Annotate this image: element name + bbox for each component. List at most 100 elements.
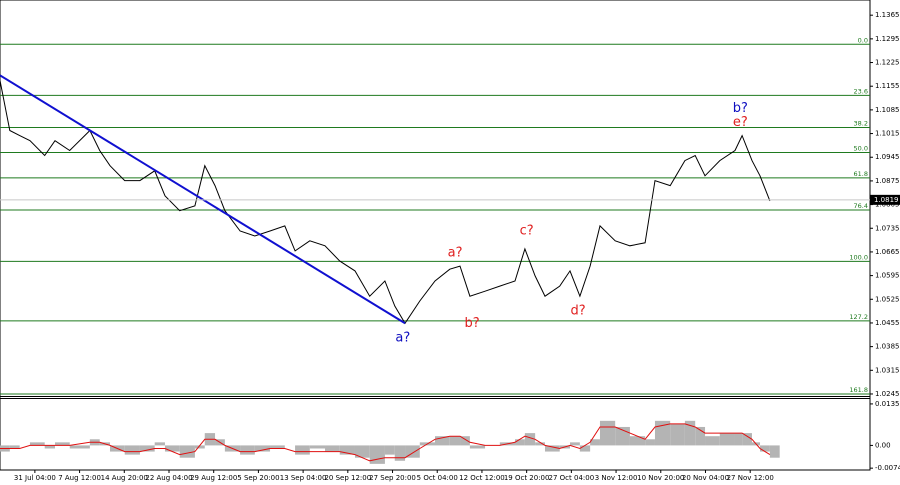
signal-line	[0, 423, 771, 462]
wave-label: d?	[570, 304, 585, 319]
last-price-box	[870, 194, 900, 205]
histogram-bar	[384, 445, 395, 455]
fib-label: 50.0	[854, 144, 868, 152]
x-tick-label: 31 Jul 04:00	[14, 474, 56, 482]
x-tick-label: 10 Nov 20:00	[637, 474, 684, 482]
histogram-bar	[435, 436, 450, 446]
last-price-label: 1.0819	[874, 196, 899, 204]
x-tick-label: 27 Sep 20:00	[369, 474, 416, 482]
y-tick-label: 1.0245	[875, 390, 900, 398]
x-tick-label: 5 Sep 20:00	[237, 474, 279, 482]
wave-label: b?	[465, 316, 480, 331]
histogram-bar	[405, 445, 420, 458]
y-tick-label: 1.1085	[875, 106, 900, 114]
price-line	[0, 80, 771, 325]
plot-frame	[0, 0, 871, 471]
histogram-bar	[684, 420, 696, 446]
fib-label: 23.6	[854, 87, 868, 95]
y-tick-label: 1.1155	[875, 82, 900, 90]
histogram-bar	[719, 433, 735, 446]
y-tick-label: 1.0735	[875, 224, 900, 232]
histogram-bar	[515, 439, 525, 446]
x-tick-label: 7 Aug 12:00	[58, 474, 101, 482]
histogram-bar	[270, 445, 285, 449]
y-tick-label: -0.0074	[875, 464, 900, 472]
histogram-bar	[394, 445, 406, 461]
fib-label: 127.2	[849, 313, 868, 321]
histogram-bar	[695, 426, 706, 446]
fib-label: 76.4	[854, 202, 868, 210]
x-tick-label: 5 Oct 04:00	[417, 474, 458, 482]
histogram-bar	[194, 445, 205, 449]
histogram-bar	[254, 445, 271, 452]
histogram-bar	[590, 439, 600, 446]
histogram-bar	[535, 442, 545, 446]
x-tick-label: 27 Oct 04:00	[549, 474, 595, 482]
histogram-bar	[240, 445, 255, 455]
x-tick-label: 20 Nov 04:00	[682, 474, 729, 482]
y-tick-label: 1.0595	[875, 272, 900, 280]
x-tick-label: 19 Oct 20:00	[504, 474, 550, 482]
y-tick-label: 0.0135	[875, 400, 900, 408]
histogram-bar	[164, 445, 180, 452]
fib-label: 161.8	[849, 386, 868, 394]
histogram-bar	[339, 445, 355, 455]
x-tick-label: 12 Oct 12:00	[459, 474, 505, 482]
histogram-bar	[570, 442, 580, 446]
y-tick-label: 1.0875	[875, 177, 900, 185]
x-tick-label: 13 Sep 04:00	[280, 474, 327, 482]
histogram-bar	[469, 445, 486, 449]
histogram-bar	[734, 433, 743, 446]
histogram-bar	[44, 445, 55, 449]
histogram-bar	[449, 436, 461, 446]
histogram-bar	[769, 445, 780, 458]
histogram-bar	[309, 445, 326, 449]
wave-label: e?	[733, 115, 748, 130]
y-tick-label: 1.0525	[875, 295, 900, 303]
fib-label: 61.8	[854, 170, 868, 178]
wave-label: b?	[733, 101, 748, 116]
histogram-bar	[69, 445, 90, 449]
y-tick-label: 1.0665	[875, 248, 900, 256]
histogram-bar	[645, 439, 655, 446]
y-tick-label: 1.1365	[875, 11, 900, 19]
x-tick-label: 27 Nov 12:00	[727, 474, 774, 482]
histogram-bar	[544, 445, 560, 452]
y-tick-label: 1.1015	[875, 130, 900, 138]
histogram-bar	[460, 436, 470, 446]
y-tick-label: 1.0315	[875, 366, 900, 374]
histogram-bar	[354, 445, 370, 458]
y-tick-label: 1.1225	[875, 59, 900, 67]
y-tick-label: 1.0455	[875, 319, 900, 327]
histogram-bar	[654, 420, 671, 446]
x-tick-label: 3 Nov 12:00	[595, 474, 638, 482]
wave-label: c?	[520, 223, 534, 238]
histogram-bar	[179, 445, 195, 458]
histogram-bar	[9, 445, 20, 449]
y-tick-label: 1.0945	[875, 153, 900, 161]
x-tick-label: 29 Aug 12:00	[190, 474, 237, 482]
histogram-bar	[760, 445, 770, 452]
histogram-bar	[579, 445, 591, 452]
x-tick-label: 22 Aug 04:00	[145, 474, 192, 482]
histogram-bar	[599, 420, 616, 446]
histogram-bar	[705, 436, 720, 446]
histogram-bar	[670, 423, 685, 446]
histogram-bar	[139, 445, 155, 452]
y-tick-label: 1.0385	[875, 343, 900, 351]
wave-label: a?	[448, 245, 463, 260]
x-tick-label: 20 Sep 12:00	[324, 474, 371, 482]
x-tick-label: 14 Aug 20:00	[101, 474, 148, 482]
histogram-bar	[524, 433, 536, 446]
histogram-bar	[124, 445, 140, 455]
y-tick-label: 1.1295	[875, 35, 900, 43]
histogram-bar	[369, 445, 385, 464]
histogram-bar	[742, 433, 752, 446]
histogram-bar	[29, 442, 45, 446]
histogram-bar	[54, 442, 70, 446]
wave-label: a?	[395, 331, 410, 346]
fib-label: 0.0	[858, 36, 868, 44]
histogram-bar	[295, 445, 310, 455]
